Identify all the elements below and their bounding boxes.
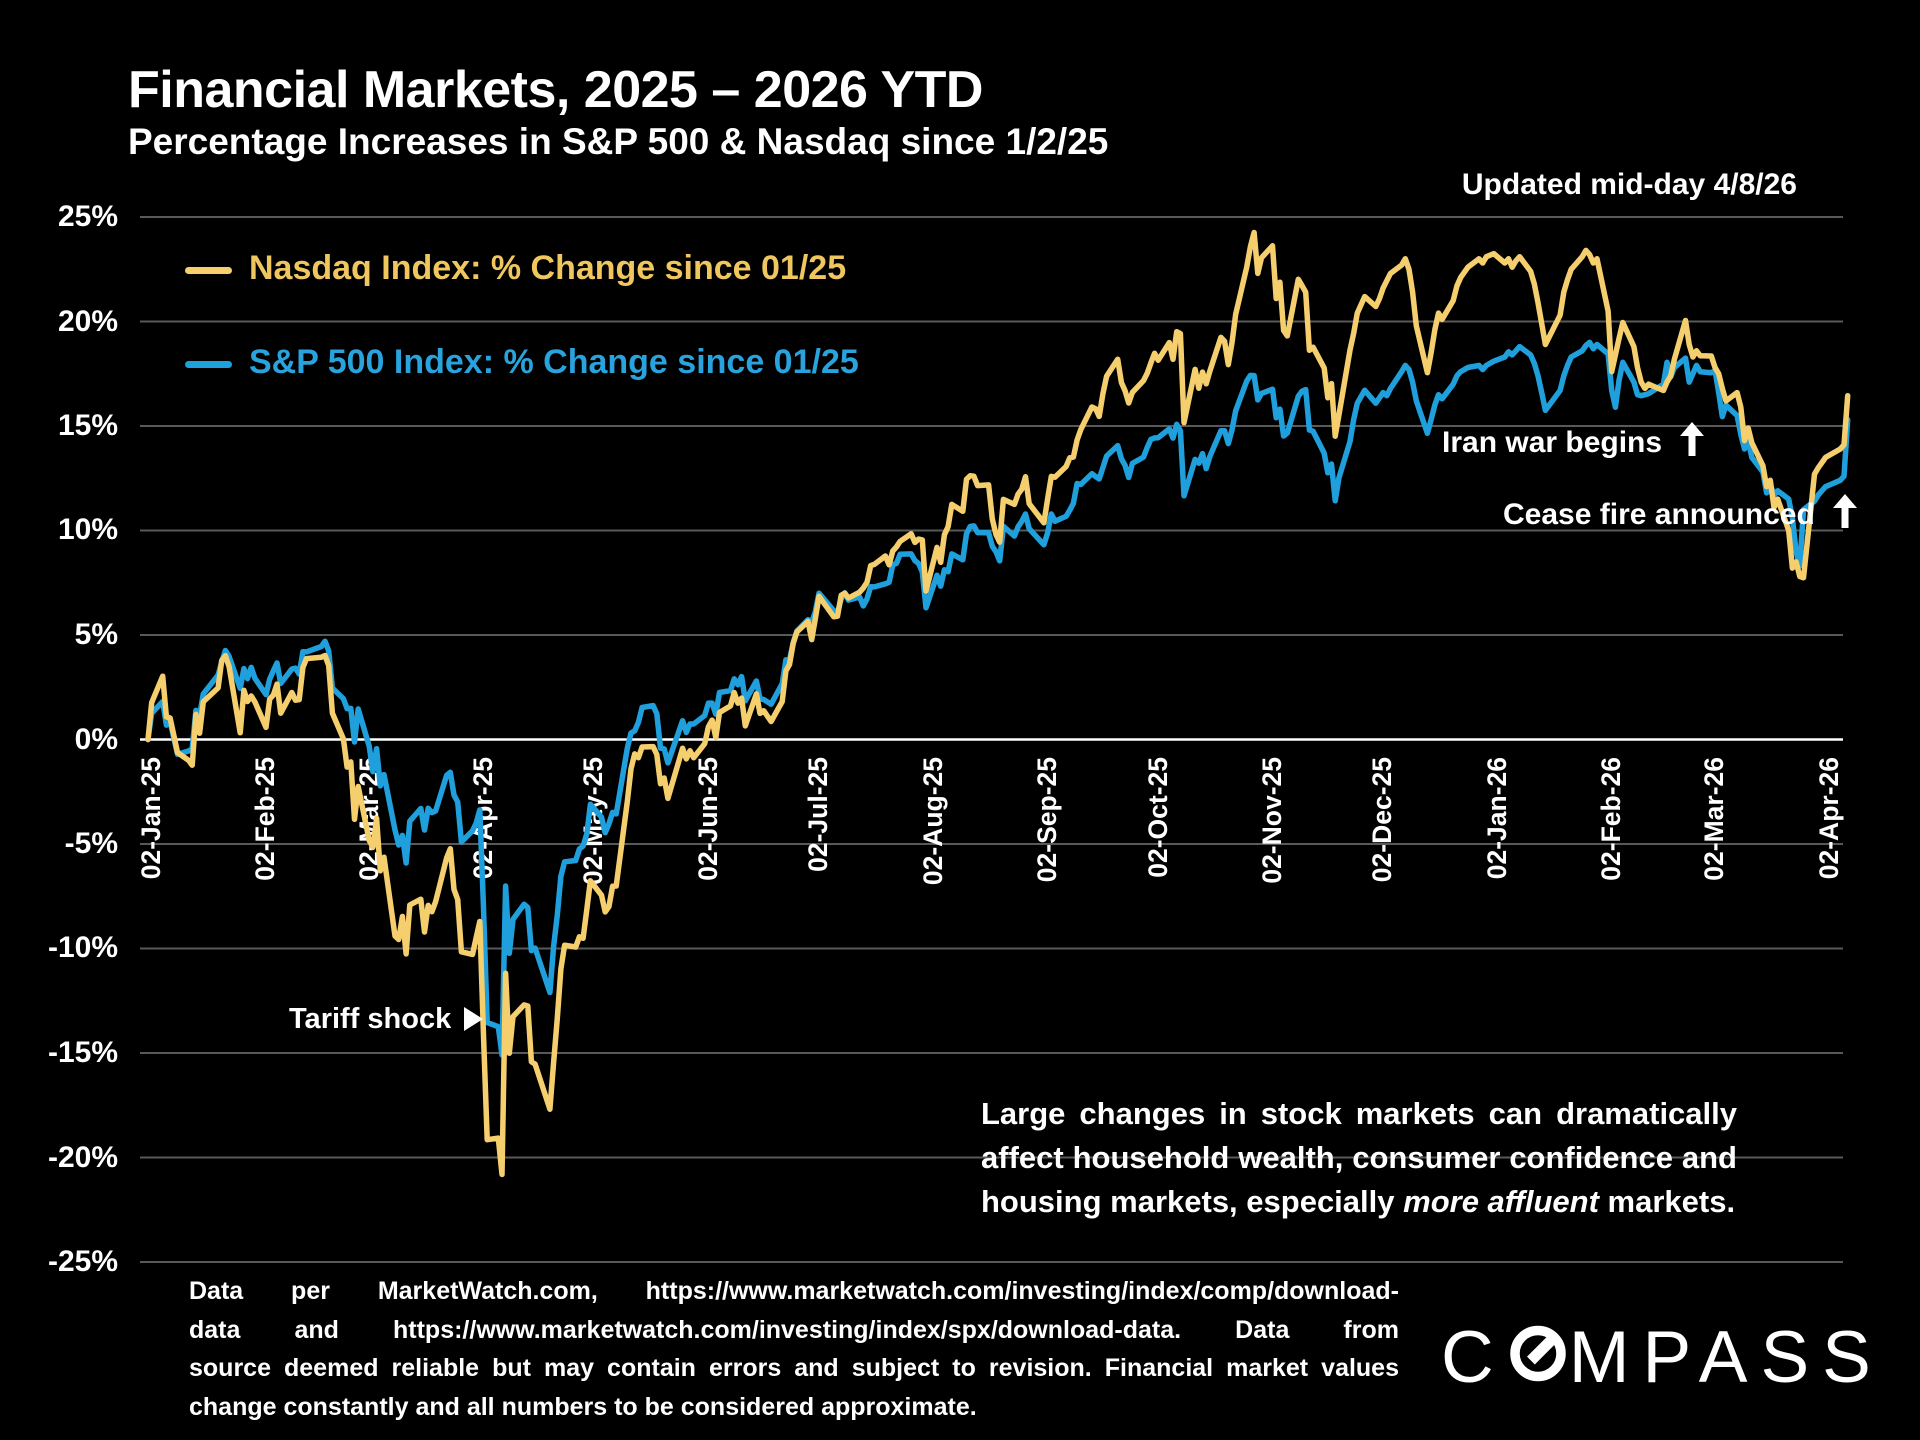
svg-text:02-Jan-26: 02-Jan-26: [1482, 757, 1512, 879]
svg-text:02-Mar-26: 02-Mar-26: [1699, 757, 1729, 881]
svg-text:02-Sep-25: 02-Sep-25: [1032, 757, 1062, 882]
svg-text:02-Apr-26: 02-Apr-26: [1814, 757, 1844, 879]
svg-text:02-Feb-25: 02-Feb-25: [250, 757, 280, 881]
svg-text:02-Nov-25: 02-Nov-25: [1257, 757, 1287, 884]
svg-text:02-Dec-25: 02-Dec-25: [1367, 757, 1397, 882]
svg-text:02-Oct-25: 02-Oct-25: [1143, 757, 1173, 878]
svg-text:02-Jan-25: 02-Jan-25: [136, 757, 166, 879]
svg-text:02-Feb-26: 02-Feb-26: [1596, 757, 1626, 881]
svg-text:02-Aug-25: 02-Aug-25: [918, 757, 948, 885]
svg-text:02-Jul-25: 02-Jul-25: [803, 757, 833, 872]
svg-text:02-Jun-25: 02-Jun-25: [693, 757, 723, 881]
